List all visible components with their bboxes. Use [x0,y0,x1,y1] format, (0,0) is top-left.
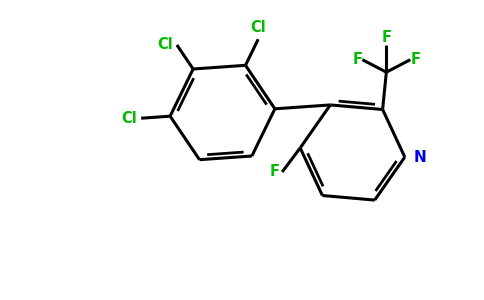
Text: Cl: Cl [121,111,137,126]
Text: F: F [352,52,363,67]
Text: F: F [270,164,280,179]
Text: F: F [381,30,392,45]
Text: Cl: Cl [250,20,266,35]
Text: Cl: Cl [157,38,173,52]
Text: N: N [414,150,426,165]
Text: F: F [410,52,420,67]
